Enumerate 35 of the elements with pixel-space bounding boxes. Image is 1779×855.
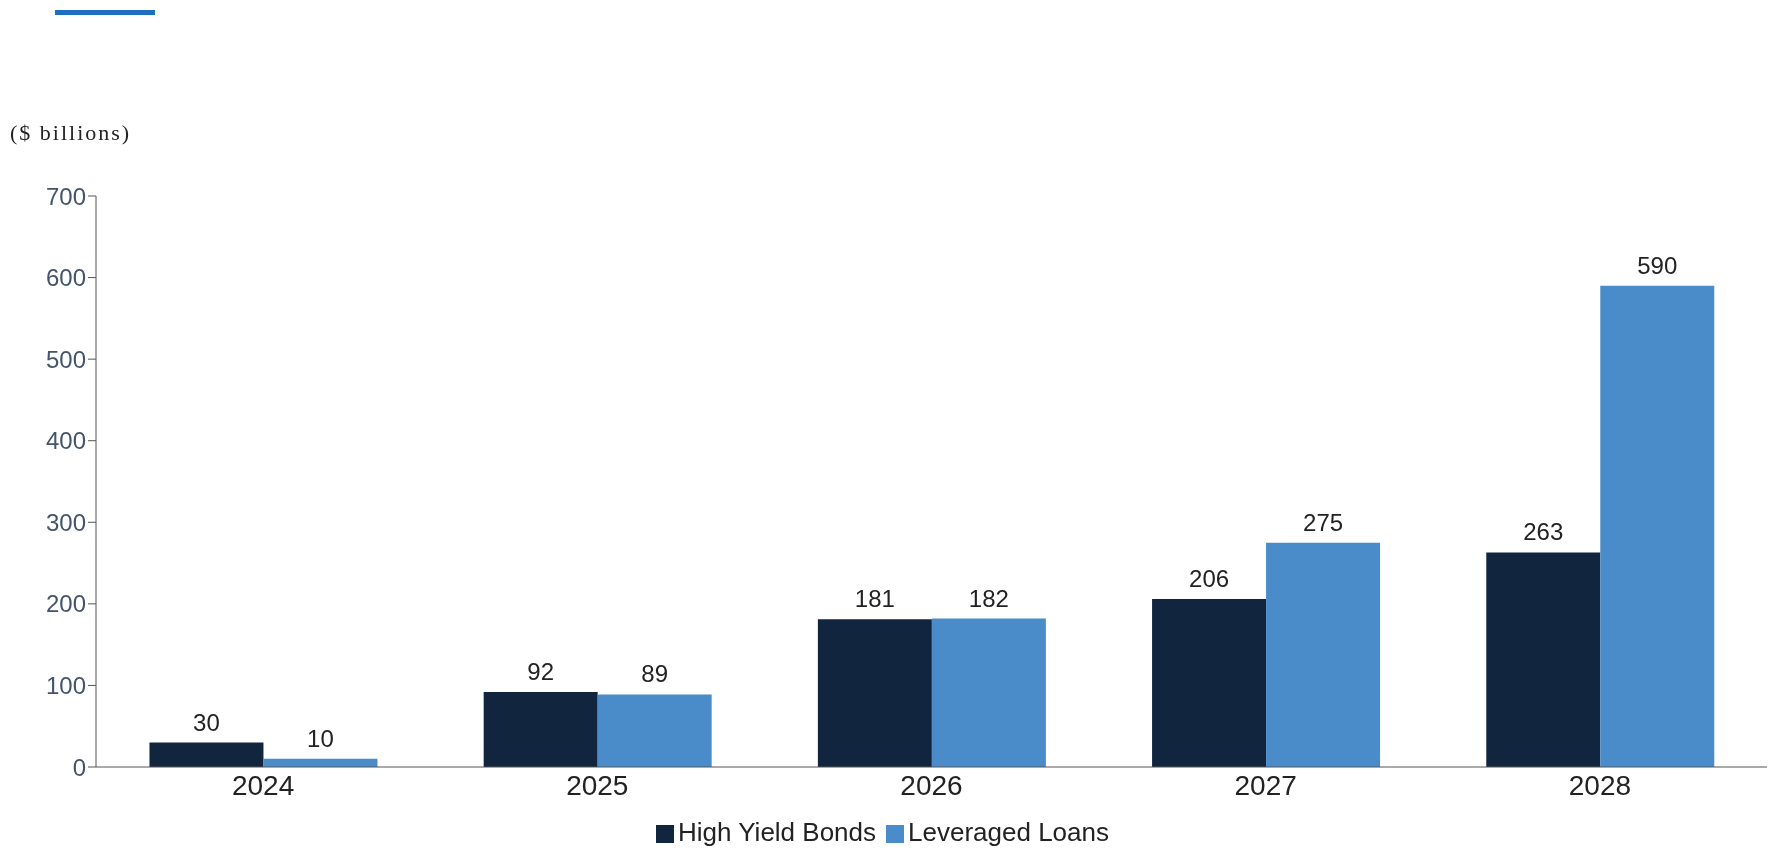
data-label: 92	[527, 657, 555, 685]
x-tick-label: 2024	[231, 769, 295, 801]
data-label: 263	[1523, 518, 1564, 546]
y-tick-label: 400	[45, 427, 86, 455]
data-label: 275	[1303, 508, 1344, 536]
bar	[931, 618, 1046, 767]
bar	[1486, 552, 1601, 767]
bar	[149, 742, 264, 767]
bar	[483, 691, 598, 767]
x-tick-label: 2025	[566, 769, 629, 801]
bar	[1152, 598, 1267, 767]
data-label: 10	[307, 724, 334, 752]
legend-label: Leveraged Loans	[908, 817, 1109, 847]
bar	[597, 694, 712, 767]
data-label: 182	[968, 584, 1009, 612]
bar	[817, 619, 932, 767]
y-tick-label: 0	[72, 753, 86, 781]
y-tick-label: 300	[45, 508, 86, 536]
data-label: 206	[1189, 564, 1230, 592]
data-label: 30	[193, 708, 220, 736]
x-tick-label: 2026	[900, 769, 963, 801]
data-label: 181	[854, 585, 895, 613]
data-label: 89	[641, 660, 669, 688]
x-tick-label: 2027	[1234, 769, 1297, 801]
y-tick-label: 700	[45, 182, 86, 210]
legend-label: High Yield Bonds	[678, 817, 877, 847]
y-tick-label: 500	[45, 345, 86, 373]
data-label: 590	[1637, 251, 1678, 279]
bar	[1600, 285, 1715, 767]
y-tick-label: 600	[45, 264, 86, 292]
y-axis-title: ($ billions)	[10, 120, 132, 146]
y-tick-label: 200	[45, 590, 86, 618]
y-tick-label: 100	[45, 671, 86, 699]
x-tick-label: 2028	[1568, 769, 1632, 801]
bar	[1266, 542, 1381, 767]
